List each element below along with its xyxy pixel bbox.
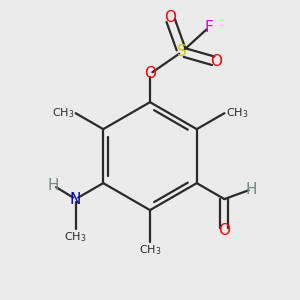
Text: S: S [177,44,187,59]
Text: CH$_3$: CH$_3$ [226,106,248,120]
Text: N: N [70,192,81,207]
Text: CH$_3$: CH$_3$ [52,106,74,120]
Text: F: F [205,20,213,35]
Text: O: O [210,54,222,69]
Text: CH$_3$: CH$_3$ [139,243,161,257]
Text: O: O [164,10,175,25]
Text: H: H [246,182,257,197]
Text: O: O [218,224,230,238]
Text: CH$_3$: CH$_3$ [64,230,87,244]
Text: O: O [144,66,156,81]
Text: H: H [48,178,59,193]
